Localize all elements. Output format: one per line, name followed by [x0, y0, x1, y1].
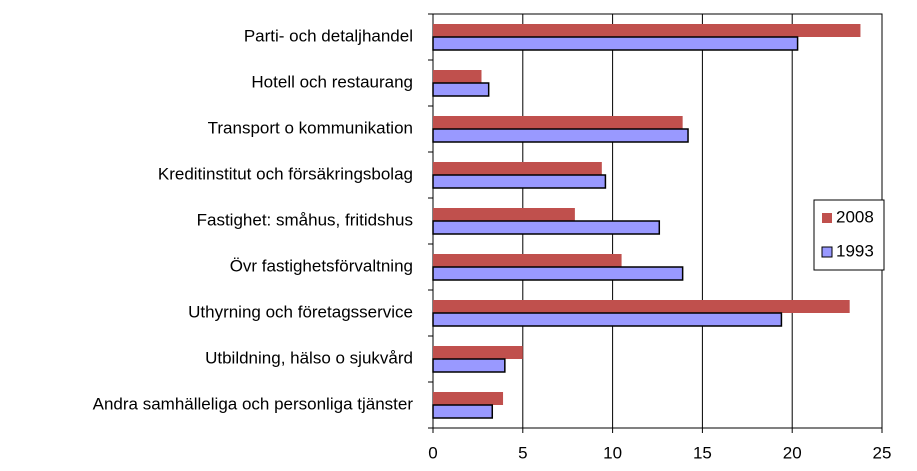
- x-tick-label: 10: [603, 443, 622, 462]
- y-tick-label: Andra samhälleliga och personliga tjänst…: [93, 394, 414, 413]
- legend-swatch: [821, 246, 833, 258]
- x-tick-label: 25: [873, 443, 892, 462]
- bar: [432, 128, 689, 143]
- legend-box: [813, 199, 885, 271]
- x-tick-label: 20: [783, 443, 802, 462]
- y-tick-label: Uthyrning och företagsservice: [188, 302, 413, 321]
- y-tick-label: Övr fastighetsförvaltning: [230, 256, 413, 275]
- bar: [433, 392, 504, 405]
- bar: [433, 70, 482, 83]
- bar: [433, 208, 575, 221]
- bar: [433, 116, 683, 129]
- bar: [432, 266, 684, 281]
- y-tick-label: Fastighet: småhus, fritidshus: [197, 210, 413, 229]
- bar: [432, 312, 783, 327]
- y-tick-label: Transport o kommunikation: [208, 118, 413, 137]
- y-tick-label: Parti- och detaljhandel: [244, 26, 413, 45]
- bar: [432, 82, 490, 97]
- legend-label: 1993: [836, 241, 874, 260]
- bar: [432, 220, 661, 235]
- bar: [432, 404, 494, 419]
- bar: [432, 36, 799, 51]
- bar: [432, 174, 607, 189]
- legend-swatch: [822, 213, 832, 223]
- bar: [433, 162, 602, 175]
- bar: [433, 254, 622, 267]
- y-tick-label: Hotell och restaurang: [251, 72, 413, 91]
- x-tick-label: 0: [428, 443, 437, 462]
- y-tick-label: Utbildning, hälso o sjukvård: [205, 348, 413, 367]
- bar: [432, 358, 506, 373]
- legend-label: 2008: [836, 207, 874, 226]
- x-tick-label: 5: [518, 443, 527, 462]
- bar: [433, 24, 861, 37]
- bar: [433, 300, 850, 313]
- y-tick-label: Kreditinstitut och försäkringsbolag: [158, 164, 413, 183]
- x-tick-label: 15: [693, 443, 712, 462]
- bar: [433, 346, 523, 359]
